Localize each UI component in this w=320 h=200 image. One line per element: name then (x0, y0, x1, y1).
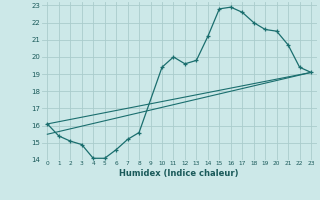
X-axis label: Humidex (Indice chaleur): Humidex (Indice chaleur) (119, 169, 239, 178)
